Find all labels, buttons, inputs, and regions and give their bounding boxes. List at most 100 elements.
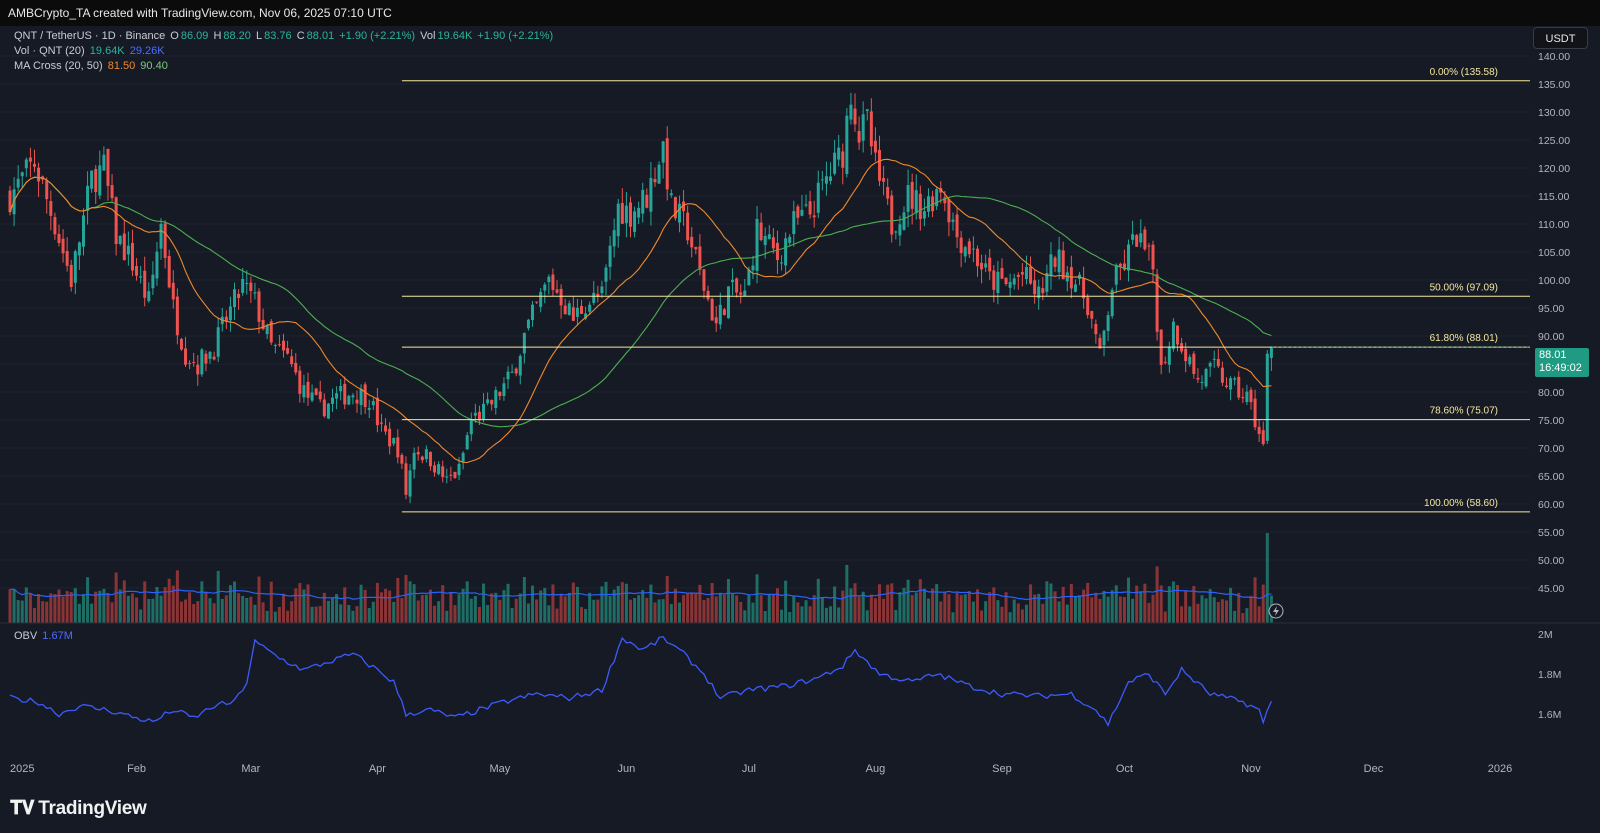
candle-body[interactable]	[910, 181, 914, 209]
candle-body[interactable]	[1029, 266, 1033, 284]
candle-body[interactable]	[559, 288, 563, 306]
candle-body[interactable]	[624, 205, 628, 224]
candle-body[interactable]	[367, 407, 371, 410]
candle-body[interactable]	[698, 246, 702, 270]
candle-body[interactable]	[1151, 244, 1155, 270]
candle-body[interactable]	[608, 245, 612, 267]
candle-body[interactable]	[1061, 250, 1065, 280]
candle-body[interactable]	[130, 242, 134, 271]
candle-body[interactable]	[1114, 265, 1118, 285]
candle-body[interactable]	[32, 163, 36, 167]
candle-body[interactable]	[237, 293, 241, 298]
candle-body[interactable]	[8, 190, 12, 213]
candle-body[interactable]	[102, 154, 106, 171]
candle-body[interactable]	[596, 293, 600, 297]
candle-body[interactable]	[1176, 325, 1180, 345]
candle-body[interactable]	[718, 304, 722, 325]
candle-body[interactable]	[347, 395, 351, 405]
candle-body[interactable]	[1216, 359, 1220, 367]
candle-body[interactable]	[833, 152, 837, 174]
candle-body[interactable]	[228, 306, 232, 321]
candle-body[interactable]	[45, 180, 49, 200]
trading-chart[interactable]: 0.00% (135.58) 50.00% (97.09) 61.80% (88.0…	[0, 26, 1600, 833]
candle-body[interactable]	[330, 397, 334, 404]
candle-body[interactable]	[286, 348, 290, 354]
candle-body[interactable]	[1155, 274, 1159, 332]
candle-body[interactable]	[69, 264, 73, 287]
candle-body[interactable]	[526, 319, 530, 329]
candle-body[interactable]	[261, 319, 265, 329]
candle-body[interactable]	[767, 234, 771, 240]
candle-body[interactable]	[571, 307, 575, 321]
candle-body[interactable]	[184, 348, 188, 365]
candle-body[interactable]	[343, 383, 347, 405]
candle-body[interactable]	[735, 278, 739, 293]
candle-body[interactable]	[1033, 280, 1037, 295]
candle-body[interactable]	[1012, 278, 1016, 285]
candle-body[interactable]	[1139, 233, 1143, 243]
candle-body[interactable]	[800, 209, 804, 216]
candle-body[interactable]	[216, 327, 220, 357]
candle-body[interactable]	[420, 456, 424, 461]
candle-body[interactable]	[1049, 254, 1053, 277]
candle-body[interactable]	[1208, 362, 1212, 367]
candle-body[interactable]	[706, 290, 710, 300]
candle-body[interactable]	[1057, 249, 1061, 273]
candle-body[interactable]	[890, 195, 894, 235]
candle-body[interactable]	[57, 233, 61, 244]
candle-body[interactable]	[322, 399, 326, 417]
candle-body[interactable]	[673, 197, 677, 219]
legend-ma-row[interactable]: MA Cross (20, 50) 81.50 90.40	[14, 60, 170, 72]
candle-body[interactable]	[722, 309, 726, 316]
legend-symbol-row[interactable]: QNT / TetherUS · 1D · Binance O 86.09 H 88…	[14, 30, 555, 42]
candle-body[interactable]	[461, 452, 465, 462]
candle-body[interactable]	[339, 385, 343, 392]
candle-body[interactable]	[498, 391, 502, 397]
candle-body[interactable]	[49, 201, 53, 216]
candle-body[interactable]	[441, 466, 445, 478]
candle-body[interactable]	[1122, 263, 1126, 270]
candle-body[interactable]	[290, 356, 294, 365]
candle-body[interactable]	[412, 452, 416, 470]
candle-body[interactable]	[502, 383, 506, 397]
candle-body[interactable]	[763, 235, 767, 246]
candle-body[interactable]	[310, 392, 314, 401]
candle-body[interactable]	[1016, 274, 1020, 277]
candle-body[interactable]	[306, 381, 310, 398]
candle-body[interactable]	[1229, 378, 1233, 390]
candle-body[interactable]	[686, 212, 690, 241]
candle-body[interactable]	[192, 362, 196, 364]
candle-body[interactable]	[1127, 244, 1131, 271]
time-axis[interactable]: 2025 Feb Mar Apr May Jun Jul Aug Sep Oct Nov Dec 202…	[10, 763, 1512, 775]
candle-body[interactable]	[318, 391, 322, 400]
candle-body[interactable]	[1073, 284, 1077, 292]
candle-body[interactable]	[28, 157, 32, 162]
candle-body[interactable]	[918, 193, 922, 220]
candle-body[interactable]	[375, 397, 379, 426]
vol-qnt-label[interactable]: Vol · QNT (20)	[14, 45, 85, 57]
candle-body[interactable]	[449, 474, 453, 476]
candle-body[interactable]	[649, 178, 653, 212]
candle-body[interactable]	[518, 355, 522, 376]
candle-body[interactable]	[988, 257, 992, 272]
candle-body[interactable]	[510, 371, 514, 373]
candle-body[interactable]	[771, 237, 775, 249]
candle-body[interactable]	[118, 235, 122, 245]
candle-body[interactable]	[555, 289, 559, 293]
candle-body[interactable]	[404, 463, 408, 495]
candle-body[interactable]	[482, 403, 486, 420]
candle-body[interactable]	[1261, 430, 1265, 445]
candle-body[interactable]	[898, 224, 902, 236]
candle-body[interactable]	[535, 301, 539, 303]
candle-body[interactable]	[233, 289, 237, 308]
candle-body[interactable]	[1265, 353, 1269, 441]
candle-body[interactable]	[16, 178, 20, 188]
candle-body[interactable]	[633, 211, 637, 232]
candle-body[interactable]	[563, 305, 567, 315]
candle-body[interactable]	[335, 393, 339, 399]
candle-body[interactable]	[796, 206, 800, 218]
candle-body[interactable]	[159, 223, 163, 249]
candle-body[interactable]	[126, 245, 130, 255]
candle-body[interactable]	[792, 211, 796, 235]
candlestick-series[interactable]	[8, 92, 1273, 504]
